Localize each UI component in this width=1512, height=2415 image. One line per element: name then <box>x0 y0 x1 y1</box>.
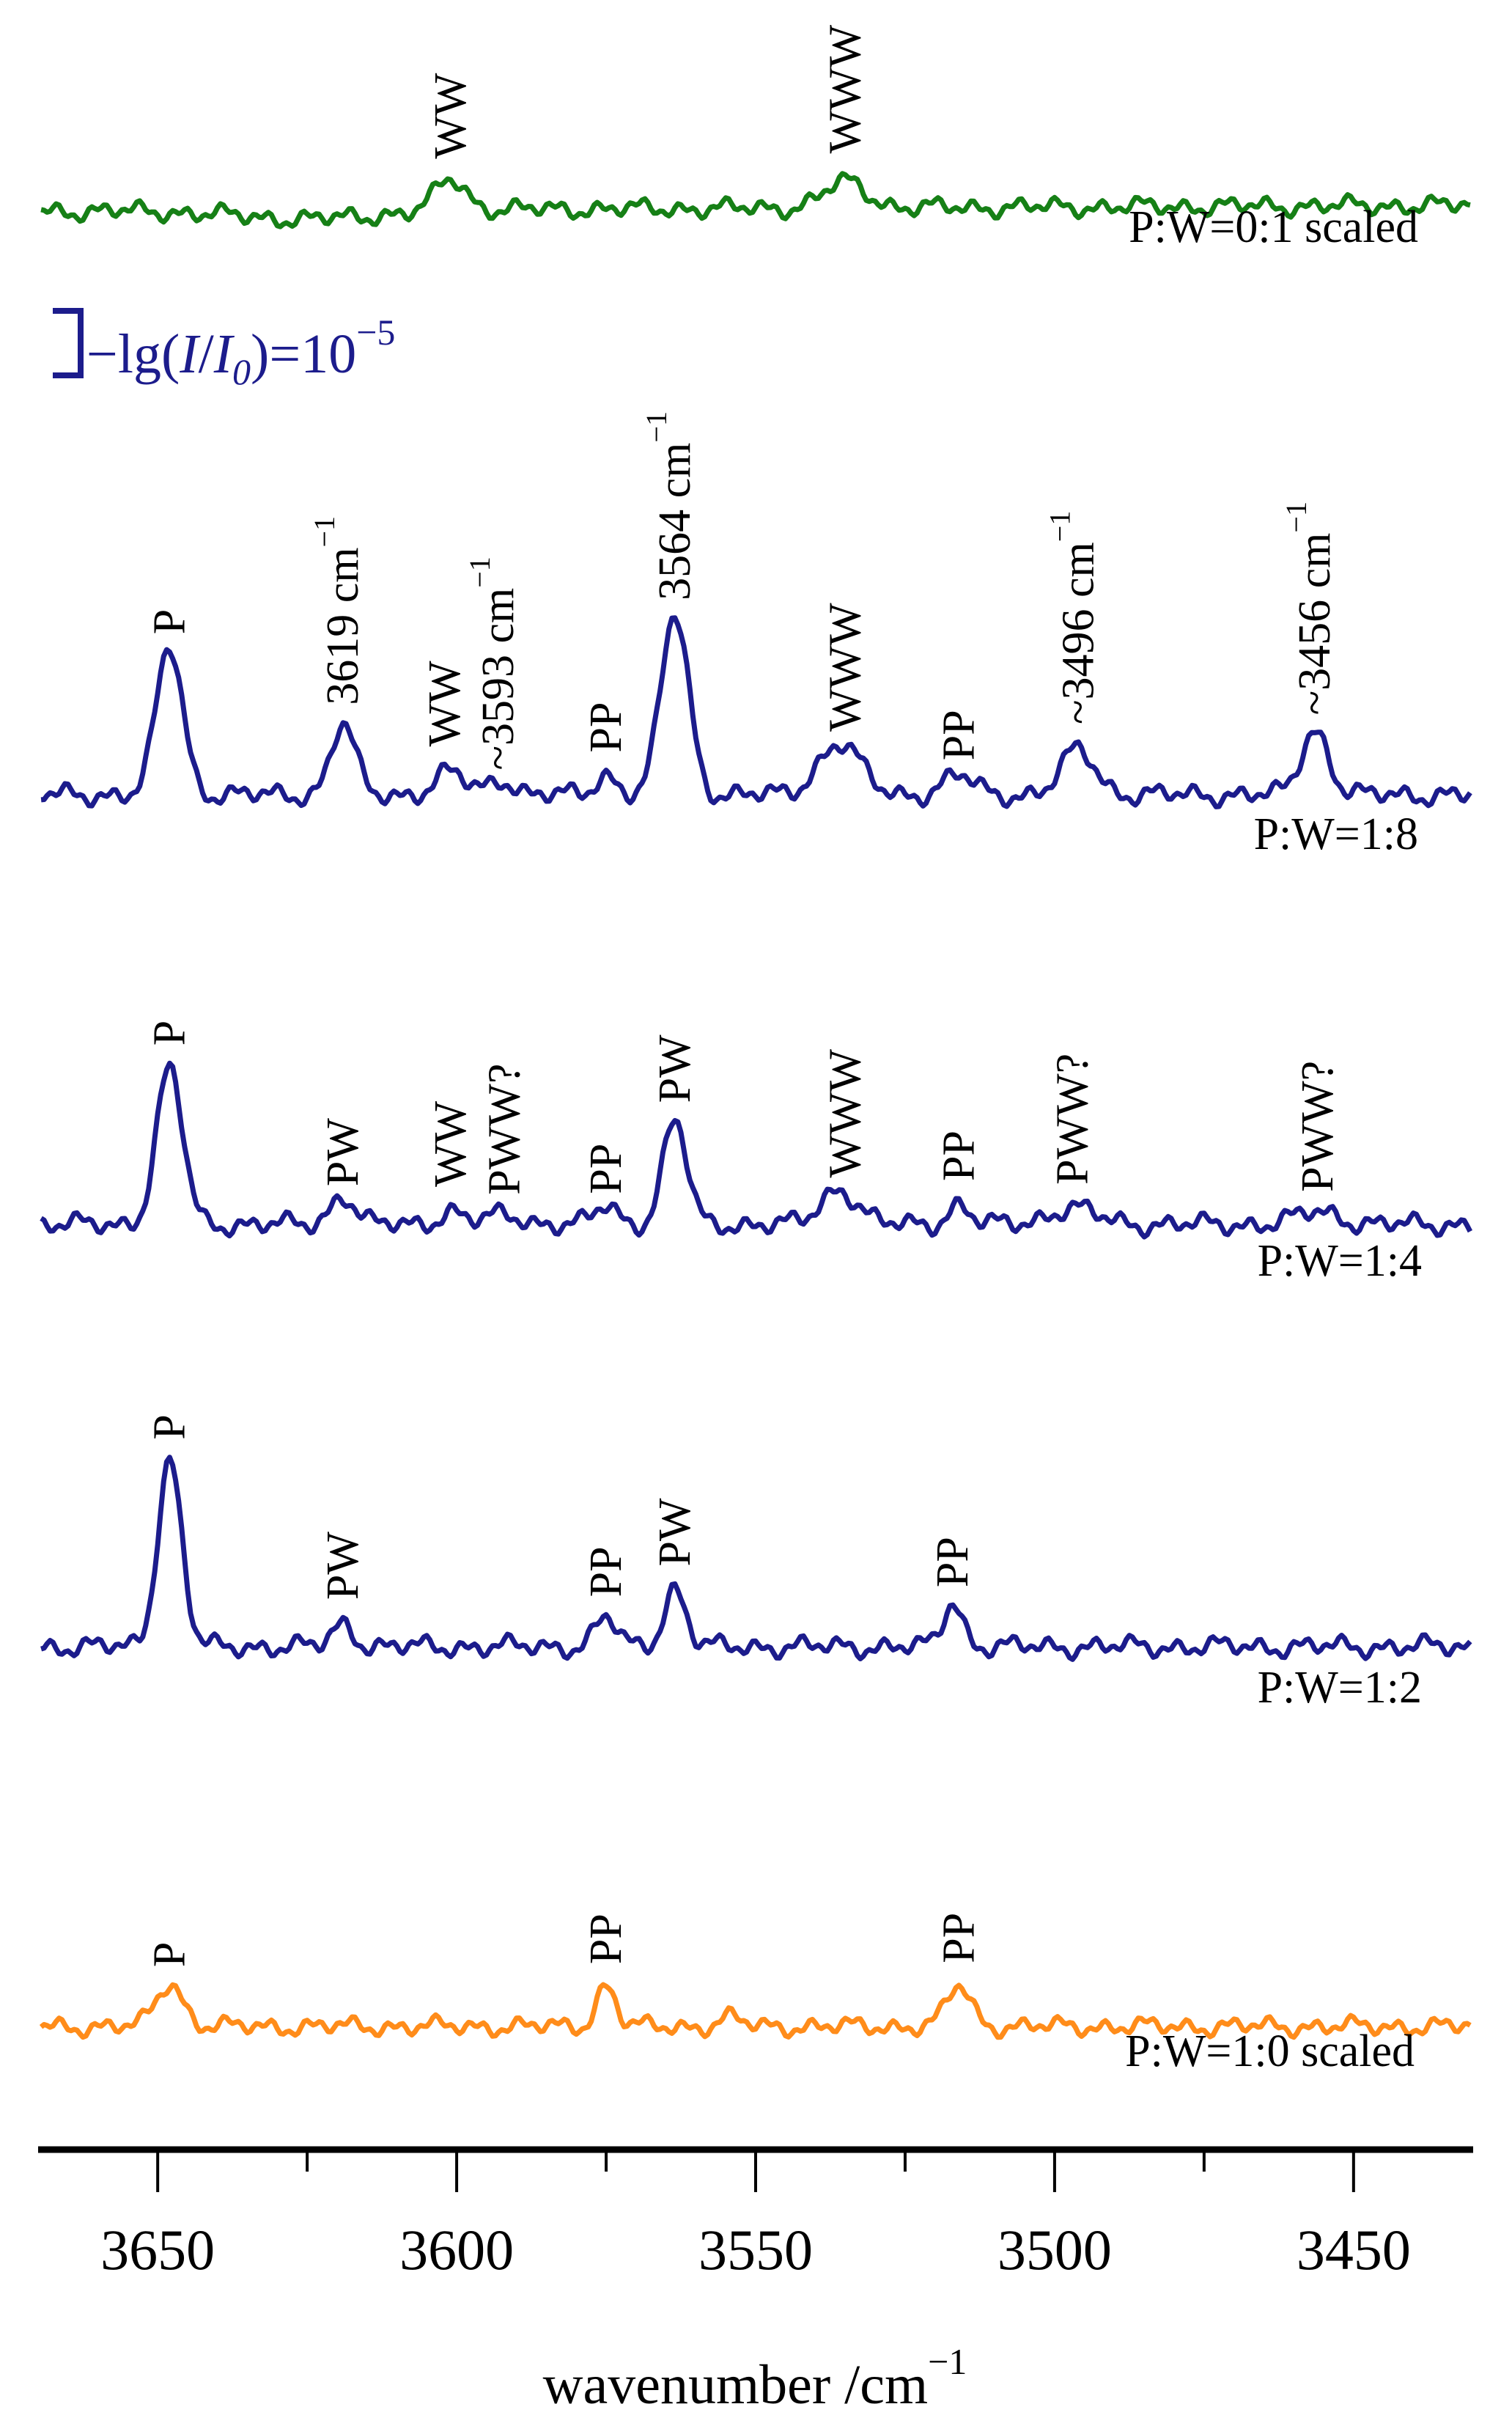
scale-bar-label: −lg(I/I0)=10−5 <box>86 312 395 392</box>
peak-label: PP <box>581 1914 631 1964</box>
peak-label: PW <box>650 1034 700 1103</box>
peak-label: PP <box>581 1144 631 1194</box>
tick-label: 3500 <box>997 2218 1112 2282</box>
tick-label: 3650 <box>100 2218 215 2282</box>
peak-label: WW <box>420 661 470 747</box>
peak-label: PW <box>318 1532 368 1600</box>
series-label: P:W=1:2 <box>1258 1663 1422 1713</box>
peak-label: WW <box>426 73 476 159</box>
peak-label: PP <box>581 702 631 753</box>
peak-label: PW <box>318 1118 368 1186</box>
peak-label: PP <box>581 1546 631 1597</box>
spectrum-line <box>40 1060 1473 1240</box>
peak-label: WWW <box>820 603 870 732</box>
series-label: P:W=0:1 scaled <box>1129 202 1418 252</box>
peak-label: PWW? <box>479 1064 529 1195</box>
peak-label: P <box>144 1942 194 1967</box>
peak-label: ~3456 cm−1 <box>1280 501 1340 715</box>
spectrum-line <box>40 615 1472 809</box>
tick-label: 3600 <box>399 2218 514 2282</box>
peak-label: ~3496 cm−1 <box>1044 511 1104 724</box>
peak-label: P <box>144 1414 194 1439</box>
peak-label: ~3593 cm−1 <box>463 556 523 770</box>
tick-label: 3550 <box>698 2218 813 2282</box>
series-label: P:W=1:0 scaled <box>1125 2026 1415 2076</box>
x-axis: 3650 3600 3550 3500 3450 <box>38 2146 1473 2282</box>
peak-label: WWW <box>820 24 870 153</box>
peak-label: 3619 cm−1 <box>308 516 368 705</box>
peak-label: 3564 cm−1 <box>640 411 700 600</box>
x-axis-label: wavenumber /cm−1 <box>543 2341 967 2415</box>
peak-label: PP <box>934 710 984 760</box>
peak-label: WWW <box>820 1049 870 1178</box>
spectrum-line <box>40 1455 1472 1662</box>
series-label: P:W=1:4 <box>1258 1236 1422 1286</box>
series-label: P:W=1:8 <box>1254 809 1418 859</box>
spectrum-line <box>40 171 1471 229</box>
peak-label: WW <box>426 1100 476 1187</box>
peak-label: PWW? <box>1047 1054 1097 1185</box>
peak-label: P <box>144 609 194 634</box>
peak-label: PP <box>934 1131 984 1181</box>
peak-label: PP <box>928 1537 978 1587</box>
spectra-traces <box>39 171 1473 2040</box>
peak-label: PWW? <box>1293 1061 1343 1192</box>
peak-label: PP <box>934 1913 984 1963</box>
tick-label: 3450 <box>1297 2218 1411 2282</box>
scale-bar: −lg(I/I0)=10−5 <box>53 308 395 392</box>
scale-bar-bracket <box>53 308 84 378</box>
spectrum-line <box>39 1982 1472 2040</box>
peak-label: P <box>144 1021 194 1045</box>
peak-label: PW <box>650 1498 700 1566</box>
